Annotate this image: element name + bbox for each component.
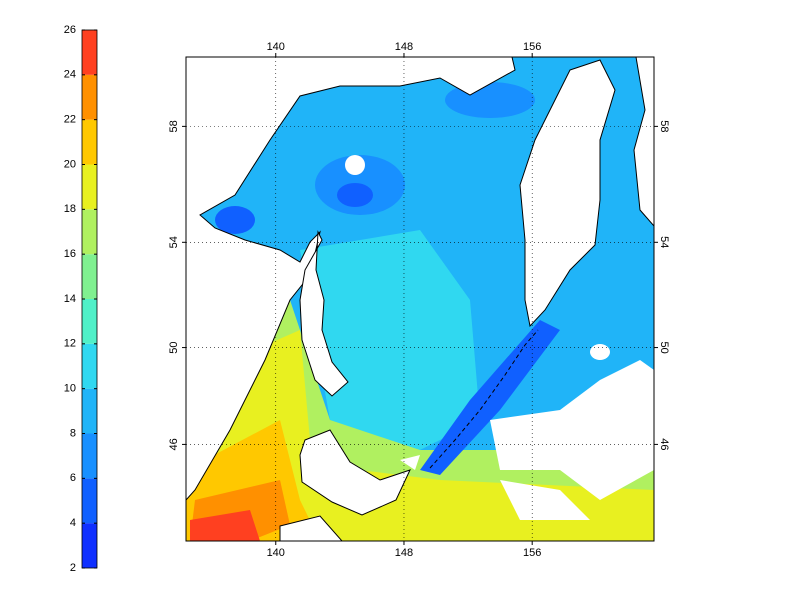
colorbar-bin [82, 523, 97, 568]
colorbar-label: 18 [64, 203, 76, 215]
colorbar-bin [82, 209, 97, 255]
no-data [490, 360, 654, 500]
no-data [500, 480, 590, 520]
cold-patch [215, 206, 255, 234]
cold-patch [337, 183, 373, 207]
sst-field [186, 57, 654, 541]
colorbar-bin [82, 119, 97, 165]
cool-zone [300, 230, 480, 460]
lon-label: 148 [395, 41, 413, 53]
colorbar-label: 26 [64, 24, 76, 36]
no-data [345, 155, 365, 175]
colorbar-label: 22 [64, 114, 76, 126]
colorbar-label: 16 [64, 248, 76, 260]
east-land [633, 57, 654, 227]
colorbar-label: 14 [64, 293, 76, 305]
lon-label: 156 [523, 41, 541, 53]
colorbar-bin [82, 30, 97, 75]
sakhalin [299, 230, 349, 397]
lon-label: 140 [267, 41, 285, 53]
colorbar-bin [82, 299, 97, 344]
lat-label: 54 [168, 236, 180, 248]
lon-label: 140 [267, 547, 285, 559]
hokkaido [299, 429, 411, 516]
colorbar-bin [82, 74, 97, 120]
colorbar-label: 6 [70, 472, 76, 484]
lat-label: 54 [658, 236, 670, 248]
colorbar-label: 24 [64, 69, 76, 81]
lat-label: 46 [658, 438, 670, 450]
no-data [400, 455, 420, 470]
lat-label: 46 [168, 438, 180, 450]
no-data [590, 344, 610, 360]
hot-zone [190, 510, 260, 541]
colorbar-bin [82, 433, 97, 479]
map-frame [185, 56, 655, 542]
colorbar-label: 20 [64, 158, 76, 170]
cold-patch [420, 320, 560, 475]
mainland [186, 57, 516, 501]
lat-label: 50 [168, 341, 180, 353]
lon-label: 156 [523, 547, 541, 559]
colorbar-bin [82, 343, 97, 389]
colorbar-bin [82, 478, 97, 524]
colorbar-bin [82, 164, 97, 210]
colorbar-label: 2 [70, 562, 76, 574]
lat-label: 58 [168, 120, 180, 132]
kamchatka [519, 59, 616, 328]
lon-label: 148 [395, 547, 413, 559]
colorbar-label: 12 [64, 338, 76, 350]
lat-label: 50 [658, 341, 670, 353]
lat-label: 58 [658, 120, 670, 132]
map-axes: 140 140 148 148 156 156 46 46 50 50 54 54 58 58 [168, 41, 670, 559]
colorbar-label: 4 [70, 517, 76, 529]
colorbar-bin [82, 388, 97, 434]
colorbar-bin [82, 254, 97, 299]
land [186, 57, 654, 541]
colorbar-label: 8 [70, 427, 76, 439]
honshu [279, 515, 343, 541]
colorbar-label: 10 [64, 383, 76, 395]
